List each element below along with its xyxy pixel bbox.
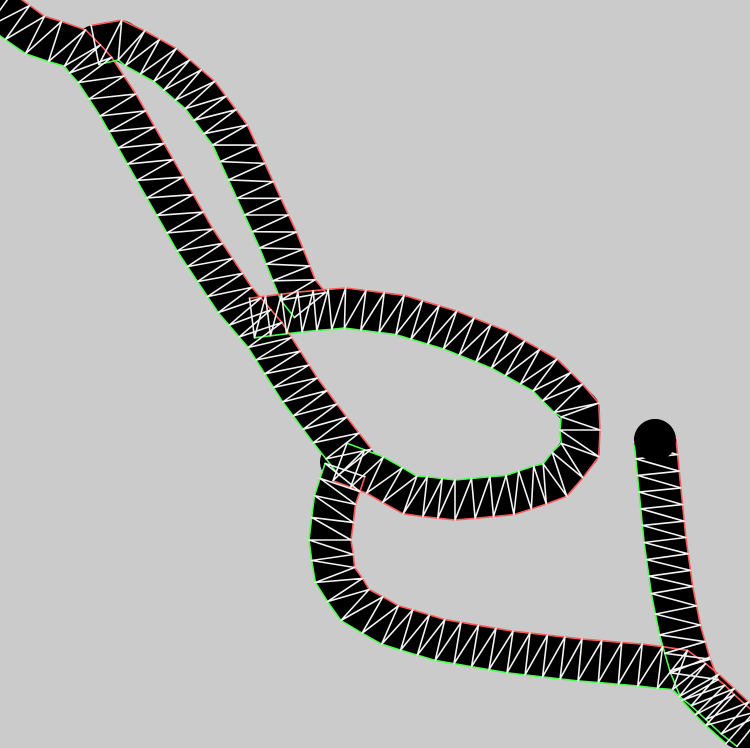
triangle-edges-upper-left-strand bbox=[0, 0, 373, 476]
triangle-edges-middle-loop bbox=[248, 287, 601, 521]
outline-red-lower-loop bbox=[350, 475, 750, 705]
outline-red-right-branch bbox=[675, 437, 711, 660]
triangle-edges-bottom-right-exit bbox=[669, 656, 750, 745]
outline-green-right-branch bbox=[633, 441, 671, 672]
triangle-edges-lower-loop bbox=[308, 462, 750, 748]
mesh-end-caps bbox=[634, 419, 676, 461]
triangle-edges-upper-loop bbox=[90, 19, 327, 319]
right-branch-tip bbox=[634, 419, 676, 461]
outline-green-lower-loop bbox=[308, 462, 738, 748]
